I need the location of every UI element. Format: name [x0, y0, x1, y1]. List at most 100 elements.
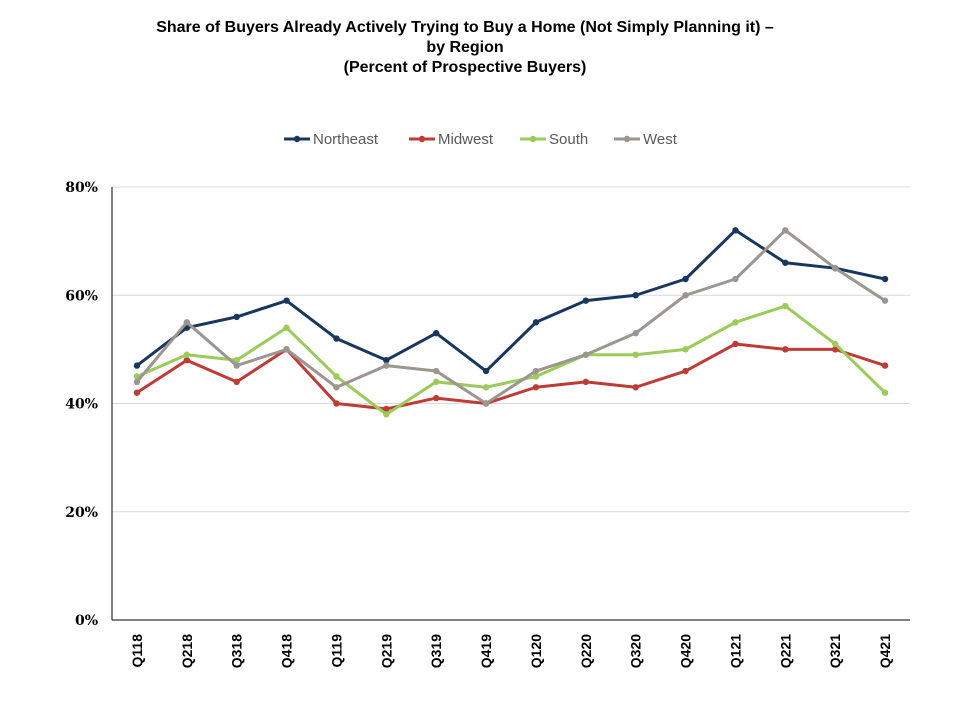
legend-label: West	[643, 131, 678, 148]
data-point	[782, 259, 789, 266]
data-point	[133, 389, 141, 396]
data-point	[881, 362, 889, 369]
x-tick-label: Q420	[678, 634, 694, 668]
chart-title-line-3: (Percent of Prospective Buyers)	[343, 59, 587, 76]
data-point	[732, 319, 739, 326]
x-tick-label: Q419	[478, 634, 494, 668]
data-point	[333, 384, 340, 391]
data-point	[532, 367, 540, 375]
data-point	[383, 362, 390, 369]
data-point	[133, 378, 141, 386]
gridlines	[112, 186, 910, 513]
data-point	[283, 324, 290, 331]
legend: Northeast Midwest South West	[284, 131, 678, 148]
data-point	[682, 275, 689, 283]
y-tick-label: 80%	[65, 180, 98, 196]
data-point	[532, 373, 540, 380]
data-point	[582, 378, 590, 386]
data-point	[881, 389, 889, 396]
x-tick-label: Q119	[328, 634, 344, 668]
data-point	[383, 357, 390, 364]
legend-label: Midwest	[438, 131, 494, 148]
data-point	[183, 351, 191, 358]
data-point	[432, 394, 440, 402]
data-point	[383, 405, 390, 413]
series-northeast	[133, 227, 889, 375]
legend-label: South	[549, 131, 588, 148]
x-tick-label: Q220	[578, 634, 594, 668]
x-tick-label: Q218	[179, 634, 195, 668]
data-point	[682, 367, 689, 375]
data-point	[233, 362, 240, 369]
x-tick-label: Q121	[727, 634, 743, 668]
data-point	[183, 357, 191, 364]
data-point	[133, 362, 141, 369]
legend-item-northeast: Northeast	[284, 131, 379, 148]
data-point	[632, 292, 639, 299]
legend-swatch-marker	[623, 135, 631, 143]
series-line-midwest	[136, 342, 886, 411]
series-midwest	[133, 340, 889, 413]
data-point	[532, 384, 540, 391]
data-point	[333, 373, 340, 380]
data-point	[831, 264, 839, 272]
x-tick-label: Q418	[279, 634, 295, 668]
data-point	[582, 297, 590, 304]
axes	[111, 187, 910, 621]
series-line-south	[136, 304, 887, 416]
data-point	[732, 340, 739, 348]
data-point	[732, 275, 739, 283]
data-point	[283, 297, 290, 304]
data-point	[682, 292, 689, 299]
series-line-northeast	[136, 228, 886, 373]
data-point	[233, 313, 240, 321]
data-point	[732, 227, 739, 234]
legend-swatch-marker	[418, 135, 426, 143]
series-group	[133, 227, 889, 418]
data-point	[482, 367, 490, 375]
data-point	[881, 297, 889, 304]
y-tick-label: 0%	[75, 613, 98, 629]
data-point	[532, 319, 540, 326]
y-tick-label: 20%	[65, 505, 98, 521]
series-west	[133, 227, 889, 407]
data-point	[183, 319, 191, 326]
data-point	[432, 367, 440, 375]
data-point	[682, 346, 689, 353]
data-point	[782, 346, 789, 353]
data-point	[432, 329, 440, 337]
data-point	[283, 346, 290, 353]
legend-label: Northeast	[313, 131, 379, 148]
data-point	[432, 378, 440, 386]
x-tick-label: Q219	[378, 634, 394, 668]
chart-title-line-1: Share of Buyers Already Actively Trying …	[156, 19, 774, 36]
series-line-west	[135, 228, 886, 405]
x-tick-label: Q120	[528, 634, 544, 668]
data-point	[881, 275, 889, 283]
x-axis-ticks: Q118 Q218 Q318 Q418 Q119 Q219 Q319 Q419 Q120 Q220…	[129, 634, 893, 668]
legend-item-west: West	[614, 131, 678, 148]
data-point	[632, 351, 639, 358]
data-point	[582, 351, 590, 358]
x-tick-label: Q421	[877, 634, 893, 668]
data-point	[632, 329, 639, 337]
data-point	[831, 340, 839, 348]
legend-swatch-marker	[293, 135, 301, 143]
data-point	[782, 302, 789, 310]
data-point	[233, 378, 240, 386]
data-point	[632, 384, 639, 391]
data-point	[333, 400, 340, 407]
x-tick-label: Q321	[827, 634, 843, 668]
y-axis-ticks: 0% 20% 40% 60% 80%	[65, 180, 98, 629]
y-tick-label: 40%	[65, 397, 98, 413]
legend-item-midwest: Midwest	[409, 131, 494, 148]
series-south	[133, 302, 889, 418]
chart-title-line-2: by Region	[426, 39, 504, 56]
chart-title: Share of Buyers Already Actively Trying …	[0, 18, 930, 78]
data-point	[482, 384, 490, 391]
x-tick-label: Q320	[628, 634, 644, 668]
data-point	[233, 357, 240, 364]
x-tick-label: Q118	[129, 634, 145, 668]
x-tick-label: Q319	[428, 634, 444, 668]
